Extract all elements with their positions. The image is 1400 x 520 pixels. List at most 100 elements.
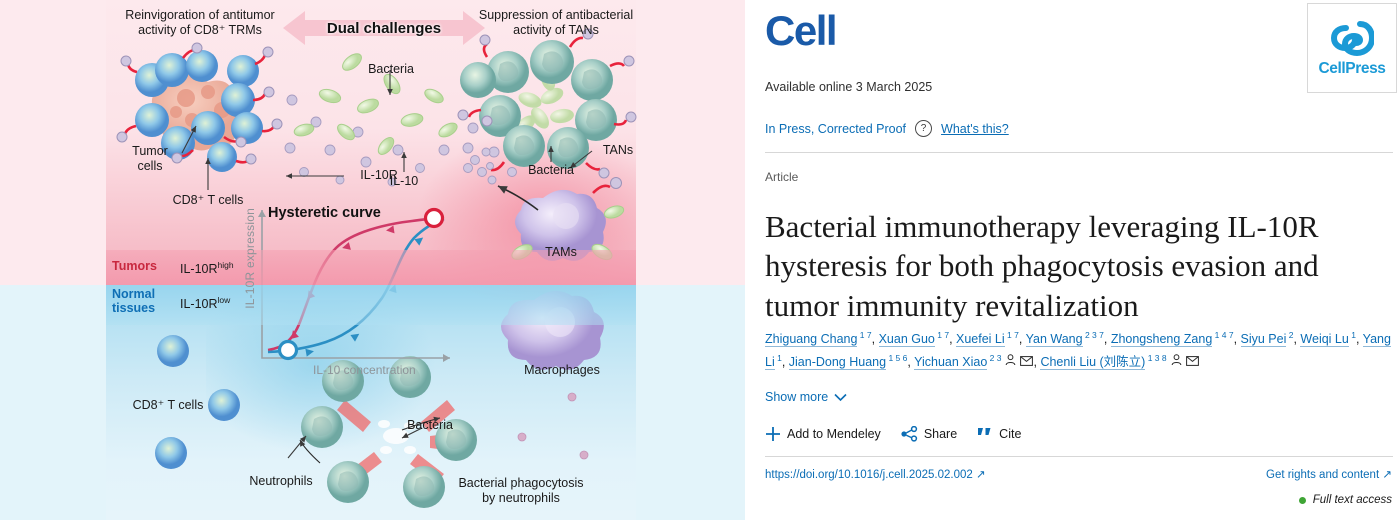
- author-name[interactable]: Yichuan Xiao: [914, 354, 988, 370]
- author-entry[interactable]: Siyu Pei 2: [1240, 330, 1294, 348]
- tumors-il10r-value: IL-10Rhigh: [180, 260, 234, 277]
- dual-challenges-arrow: [283, 11, 485, 45]
- author-name[interactable]: Jian-Dong Huang: [788, 354, 887, 370]
- author-name[interactable]: Zhongsheng Zang: [1110, 332, 1213, 348]
- tams-label: TAMs: [545, 245, 577, 259]
- author-name[interactable]: Yan Wang: [1025, 332, 1083, 348]
- chart-y-axis-label: IL-10R expression: [243, 208, 257, 309]
- author-affiliation[interactable]: 1 3 8: [1145, 352, 1167, 363]
- neutrophils-label: Neutrophils: [249, 474, 313, 488]
- author-separator: ,: [781, 354, 789, 369]
- high-state-point: [423, 207, 445, 229]
- author-name[interactable]: Xuan Guo: [878, 332, 935, 348]
- normal-il10r-value: IL-10Rlow: [180, 295, 231, 312]
- full-text-access-label: Full text access: [1312, 494, 1392, 506]
- author-entry[interactable]: Chenli Liu (刘陈立) 1 3 8: [1040, 352, 1199, 370]
- author-separator: ,: [1355, 332, 1363, 347]
- access-status-dot: [1298, 496, 1306, 504]
- macrophages-label: Macrophages: [524, 363, 600, 377]
- il10r-low-superscript: low: [217, 295, 231, 305]
- external-link-icon-rights: ↗: [1382, 469, 1392, 481]
- cd8-t-cell-cluster: [116, 42, 283, 172]
- author-profile-icon[interactable]: [1005, 354, 1016, 366]
- author-affiliation[interactable]: 1: [774, 352, 782, 363]
- author-name[interactable]: Siyu Pei: [1240, 332, 1287, 348]
- author-entry[interactable]: Xuefei Li 1 7: [956, 330, 1019, 348]
- author-separator: ,: [871, 332, 879, 347]
- il10r-label: IL-10R: [360, 168, 398, 182]
- right-heading: Suppression of antibacterial activity of…: [478, 8, 634, 37]
- share-icon: [901, 426, 917, 442]
- cellpress-wordmark: CellPress: [1318, 59, 1386, 77]
- doi-link[interactable]: https://doi.org/10.1016/j.cell.2025.02.0…: [765, 469, 986, 481]
- author-affiliation[interactable]: 2 3: [987, 352, 1002, 363]
- share-label: Share: [923, 427, 958, 441]
- bacteria-tans-label: Bacteria: [528, 163, 574, 177]
- author-name[interactable]: Yang Li: [765, 332, 1391, 370]
- author-affiliation[interactable]: 1 7: [857, 330, 872, 340]
- quote-icon: [978, 428, 991, 435]
- label-leader-lines: [181, 70, 593, 459]
- normal-tissues-band: [106, 285, 636, 325]
- article-panel: Cell CellPress Available online 3 March …: [745, 0, 1400, 520]
- author-entry[interactable]: Zhiguang Chang 1 7: [765, 330, 872, 348]
- chart-x-axis-label: IL-10 concentration: [313, 363, 416, 377]
- normal-tissues-band-label: Normal tissues: [112, 287, 156, 315]
- get-rights-and-content-link[interactable]: Get rights and content ↗: [1266, 469, 1392, 481]
- author-entry[interactable]: Yan Wang 2 3 7: [1025, 330, 1104, 348]
- press-status-link[interactable]: In Press, Corrected Proof: [765, 121, 907, 136]
- author-separator: ,: [949, 332, 957, 347]
- author-entry[interactable]: Xuan Guo 1 7: [878, 330, 950, 348]
- whats-this-link[interactable]: What's this?: [941, 121, 1009, 136]
- cell-journal-logo[interactable]: Cell: [765, 7, 838, 54]
- cite-button[interactable]: Cite: [977, 427, 1021, 441]
- share-button[interactable]: Share: [901, 426, 957, 442]
- available-online-date: Available online 3 March 2025: [765, 80, 933, 94]
- author-entry[interactable]: Jian-Dong Huang 1 5 6: [788, 352, 908, 370]
- author-affiliation[interactable]: 1 7: [934, 330, 950, 340]
- author-separator: ,: [1018, 332, 1026, 347]
- press-status-row: In Press, Corrected Proof ? What's this?: [765, 120, 1009, 137]
- author-affiliation[interactable]: 2 3 7: [1082, 330, 1104, 340]
- author-name[interactable]: Zhiguang Chang: [765, 332, 858, 348]
- author-separator: ,: [1033, 354, 1041, 369]
- author-profile-icon[interactable]: [1171, 354, 1182, 366]
- author-affiliation[interactable]: 1 5 6: [886, 352, 908, 363]
- tans-label: TANs: [602, 143, 634, 157]
- author-email-icon[interactable]: [1020, 355, 1034, 366]
- cite-label: Cite: [999, 427, 1022, 441]
- add-to-mendeley-button[interactable]: Add to Mendeley: [765, 426, 881, 442]
- article-actions: Add to Mendeley Share Cite: [765, 426, 1021, 442]
- author-affiliation[interactable]: 1 4 7: [1212, 330, 1234, 340]
- cellpress-logo[interactable]: CellPress: [1307, 3, 1397, 93]
- author-name[interactable]: Weiqi Lu: [1300, 332, 1349, 348]
- neutrophil-phagocytosis: [299, 356, 477, 508]
- author-name[interactable]: Xuefei Li: [956, 332, 1005, 348]
- article-title: Bacterial immunotherapy leveraging IL-10…: [765, 208, 1319, 324]
- author-affiliation[interactable]: 1: [1348, 330, 1356, 340]
- left-heading: Reinvigoration of antitumor activity of …: [125, 8, 275, 37]
- cd8-t-cells-top-label: CD8⁺ T cells: [172, 193, 244, 207]
- bacteria-rods-top: [293, 53, 458, 155]
- divider-top: [765, 152, 1393, 153]
- author-entry[interactable]: Yang Li 1: [765, 332, 1391, 370]
- author-entry[interactable]: Zhongsheng Zang 1 4 7: [1110, 330, 1234, 348]
- help-question-icon[interactable]: ?: [915, 120, 933, 137]
- cd8-t-cells-lower: [155, 335, 240, 469]
- chart-title: Hysteretic curve: [268, 205, 381, 221]
- author-affiliation[interactable]: 1 7: [1004, 330, 1019, 340]
- divider-bottom: [765, 456, 1393, 457]
- author-separator: ,: [907, 354, 915, 369]
- author-entry[interactable]: Weiqi Lu 1: [1300, 330, 1356, 348]
- author-entry[interactable]: Yichuan Xiao 2 3: [914, 352, 1034, 370]
- article-type-kicker: Article: [765, 170, 799, 184]
- show-more-label: Show more: [765, 390, 829, 404]
- author-name[interactable]: Chenli Liu (刘陈立): [1040, 354, 1146, 370]
- author-affiliation[interactable]: 2: [1286, 330, 1294, 340]
- cellpress-mark-icon: [1330, 20, 1374, 56]
- author-email-icon[interactable]: [1185, 355, 1199, 366]
- scatter-particles: [517, 392, 589, 460]
- il10-label: IL-10: [389, 174, 419, 188]
- show-more-authors-button[interactable]: Show more: [765, 390, 847, 404]
- plus-icon: [766, 427, 780, 441]
